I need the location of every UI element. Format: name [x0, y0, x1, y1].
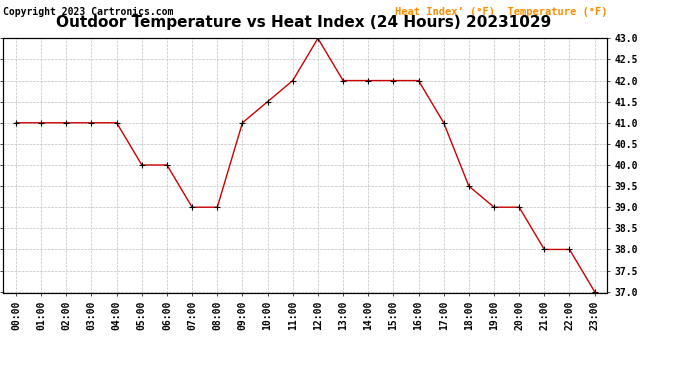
Text: Outdoor Temperature vs Heat Index (24 Hours) 20231029: Outdoor Temperature vs Heat Index (24 Ho… [56, 15, 551, 30]
Text: Copyright 2023 Cartronics.com: Copyright 2023 Cartronics.com [3, 7, 174, 17]
Text: Heat Index’ (°F)  Temperature (°F): Heat Index’ (°F) Temperature (°F) [395, 7, 607, 17]
